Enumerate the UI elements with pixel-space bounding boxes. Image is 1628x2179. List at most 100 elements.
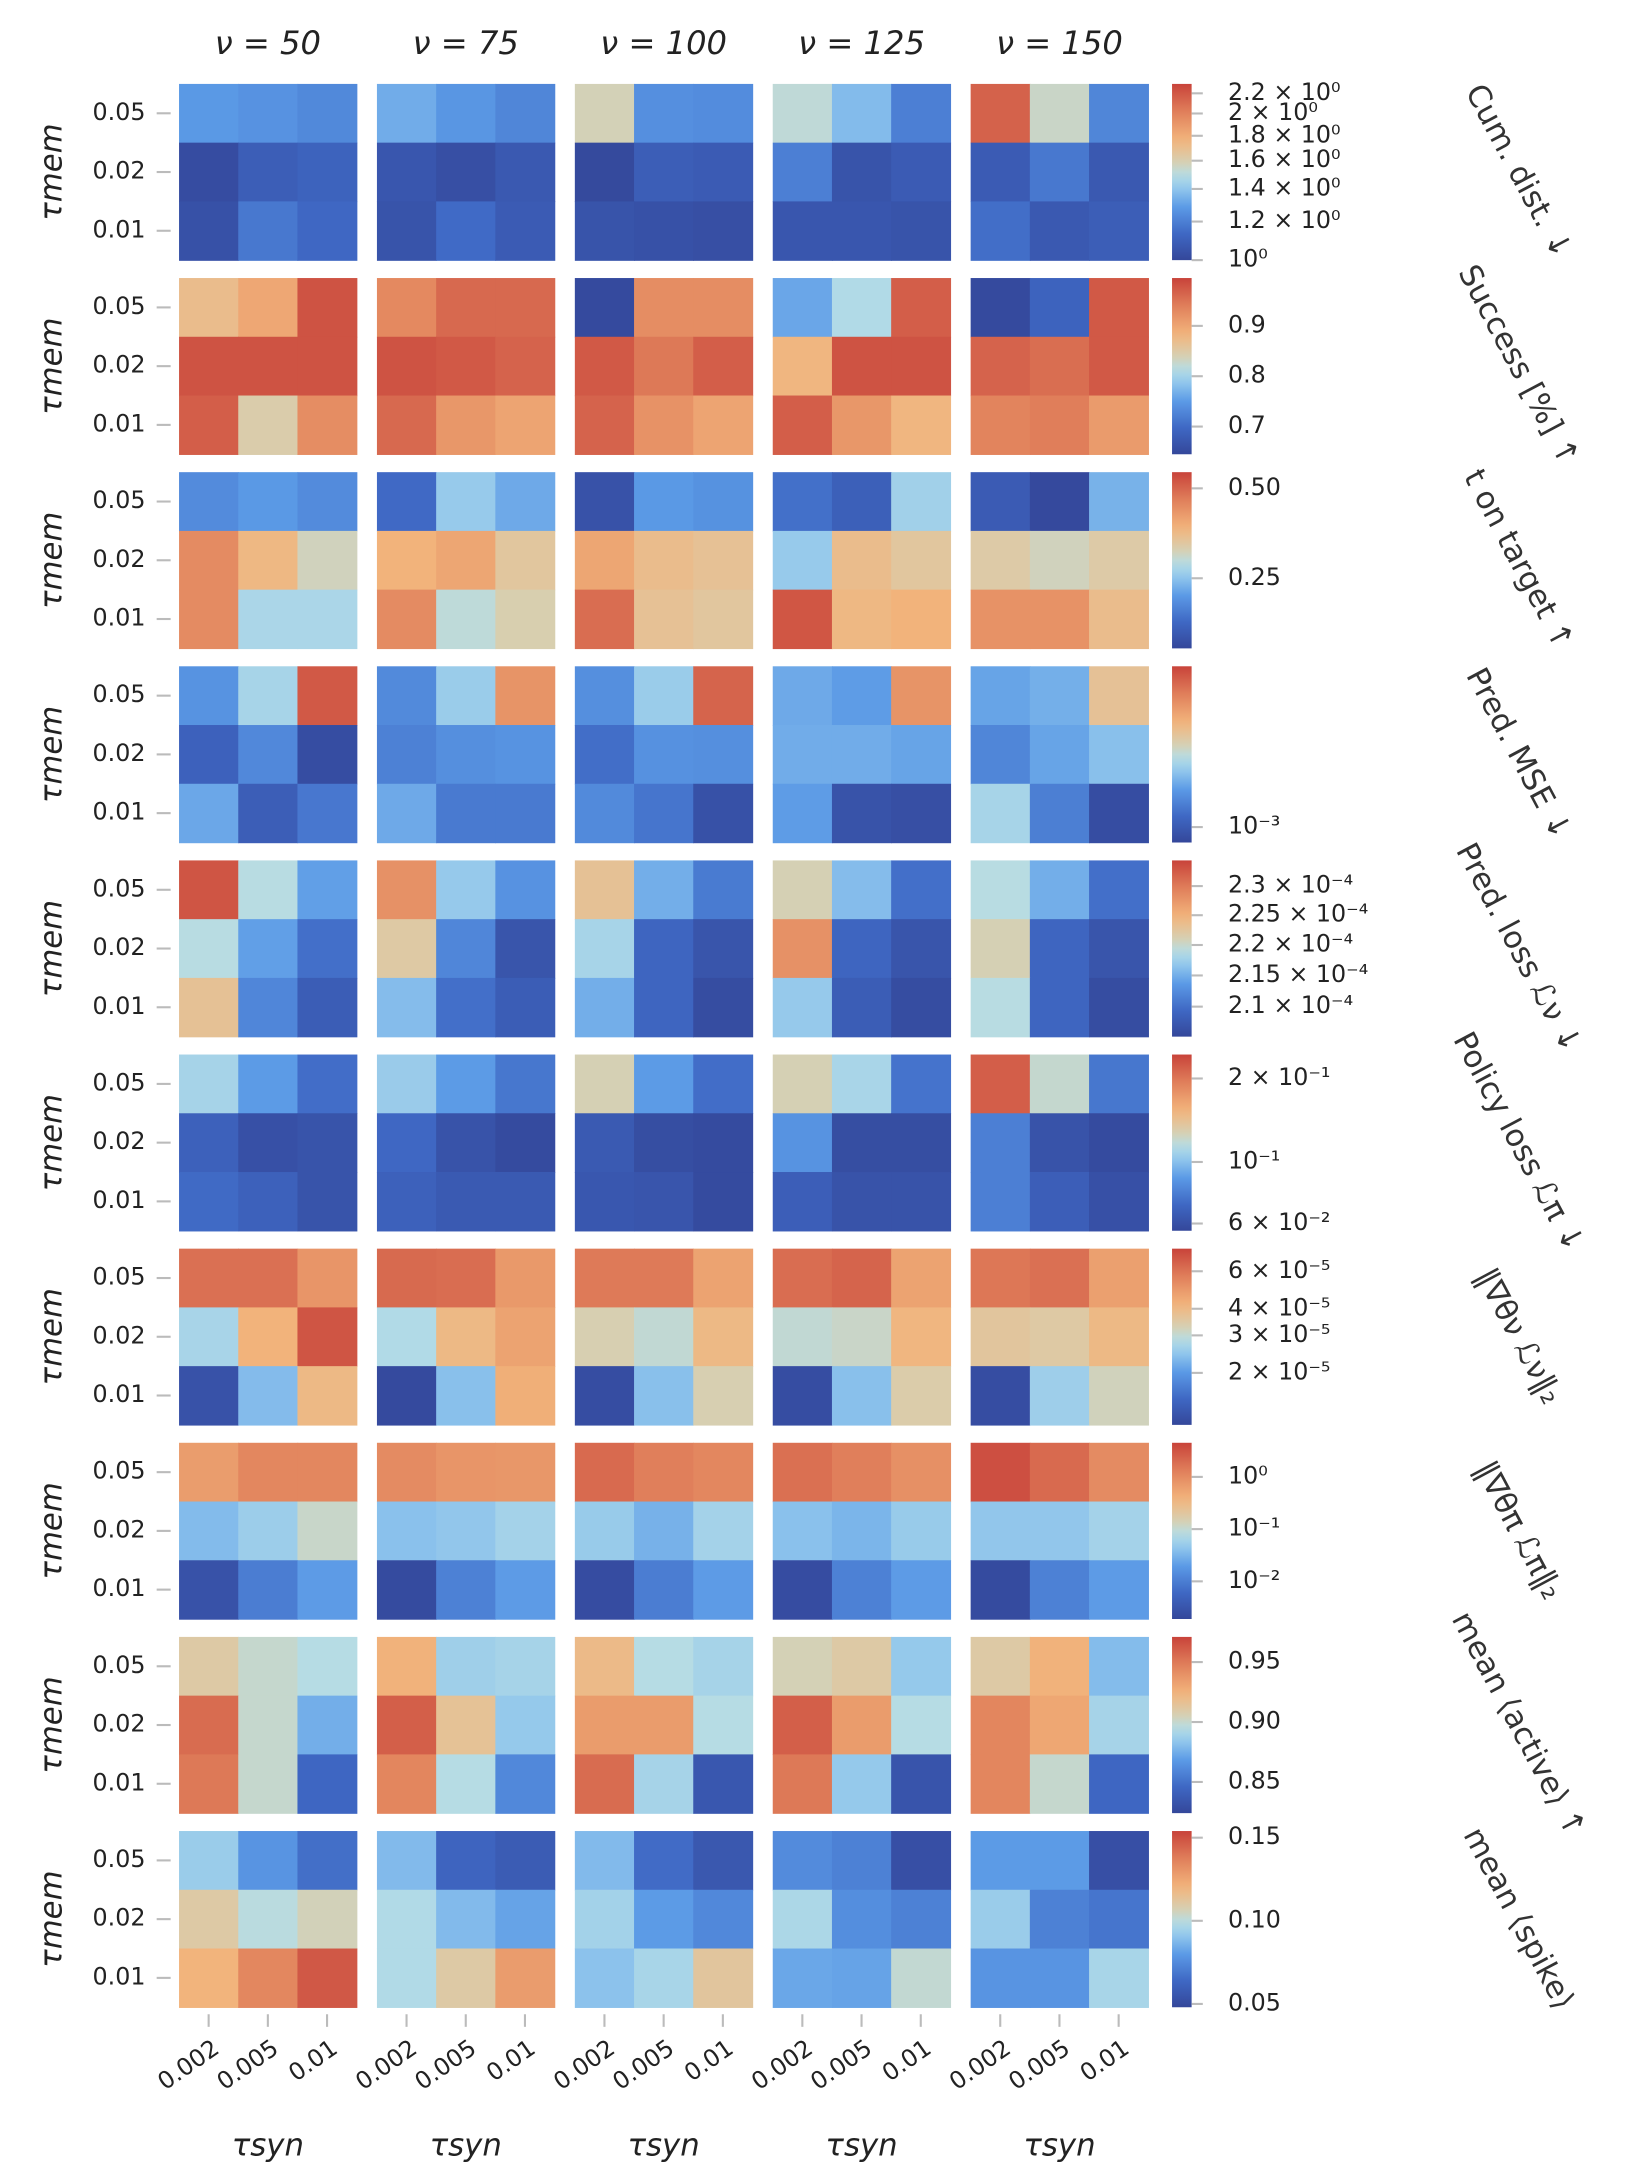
colorbar: [1172, 83, 1192, 261]
heatmap-cell: [693, 1560, 754, 1620]
y-tick-label: 0.05: [93, 1263, 146, 1291]
colorbar: [1172, 1636, 1192, 1814]
heatmap-cell: [634, 201, 694, 261]
heatmap-cell: [831, 395, 892, 455]
y-tick-label: 0.01: [93, 1380, 146, 1408]
heatmap-cell: [970, 860, 1031, 920]
colorbar-tick-label: 2.1 × 10⁻⁴: [1228, 991, 1353, 1019]
heatmap-cell: [179, 977, 239, 1038]
heatmap-cell: [772, 1695, 833, 1756]
heatmap-cell: [1089, 336, 1149, 397]
y-tick-label: 0.05: [93, 1845, 146, 1873]
heatmap-cell: [574, 201, 635, 261]
heatmap-cell: [238, 530, 299, 591]
heatmap-cell: [1029, 1501, 1090, 1561]
heatmap-cell: [238, 725, 299, 785]
heatmap-cell: [693, 83, 754, 144]
heatmap-cell: [634, 395, 694, 455]
heatmap-cell: [772, 1754, 833, 1814]
heatmap-cell: [436, 83, 497, 144]
heatmap-cell: [574, 472, 635, 532]
y-tick-label: 0.05: [93, 1068, 146, 1096]
heatmap-cell: [693, 1889, 754, 1950]
x-tick-label: 0.002: [548, 2034, 620, 2096]
column-title: ν = 50: [215, 24, 321, 62]
colorbar: [1172, 1442, 1192, 1620]
heatmap-cell: [376, 336, 437, 397]
heatmap-cell: [1029, 1366, 1090, 1426]
heatmap-cell: [831, 1636, 892, 1697]
heatmap-cell: [376, 395, 437, 455]
heatmap-cell: [297, 1889, 358, 1950]
heatmap-cell: [1029, 1889, 1090, 1950]
heatmap-cell: [297, 278, 358, 338]
colorbar-tick-label: 0.25: [1228, 563, 1281, 591]
heatmap-cell: [376, 1054, 437, 1114]
heatmap-cell: [970, 919, 1031, 979]
heatmap-cell: [179, 1695, 239, 1756]
heatmap-cell: [891, 725, 952, 785]
heatmap-cell: [376, 1560, 437, 1620]
heatmap-cell: [376, 1948, 437, 2008]
heatmap-cell: [1089, 1307, 1149, 1367]
heatmap-cell: [693, 278, 754, 338]
y-axis-label: τmem: [34, 512, 70, 609]
heatmap-cell: [693, 666, 754, 726]
heatmap-cell: [634, 1366, 694, 1426]
heatmap-cell: [1029, 783, 1090, 844]
colorbar-tick-label: 0.85: [1228, 1766, 1281, 1794]
heatmap-cell: [1089, 1054, 1149, 1114]
heatmap-cell: [238, 977, 299, 1038]
heatmap-cell: [693, 589, 754, 650]
heatmap-cell: [297, 860, 358, 920]
heatmap-cell: [1089, 1560, 1149, 1620]
x-tick-label: 0.005: [607, 2034, 679, 2096]
heatmap-cell: [831, 83, 892, 144]
heatmap-cell: [1089, 919, 1149, 979]
heatmap-cell: [970, 530, 1031, 591]
heatmap-cell: [436, 1831, 497, 1891]
heatmap-cell: [179, 666, 239, 726]
colorbar-tick-label: 0.15: [1228, 1822, 1281, 1850]
heatmap-cell: [831, 666, 892, 726]
heatmap-cell: [831, 1889, 892, 1950]
heatmap-cell: [634, 1501, 694, 1561]
heatmap-cell: [436, 1889, 497, 1950]
row-title: Pred. MSE ↓: [1459, 662, 1580, 846]
heatmap-cell: [772, 860, 833, 920]
heatmap-cell: [1089, 725, 1149, 785]
heatmap-cell: [495, 1248, 556, 1309]
heatmap-cell: [772, 589, 833, 650]
heatmap-cell: [1029, 336, 1090, 397]
heatmap-cell: [495, 1948, 556, 2008]
heatmap-cell: [970, 83, 1031, 144]
heatmap-cell: [891, 919, 952, 979]
column-title: ν = 150: [996, 24, 1123, 62]
heatmap-cell: [970, 1695, 1031, 1756]
heatmap-cell: [1089, 278, 1149, 338]
heatmap-cell: [179, 530, 239, 591]
heatmap-cell: [238, 395, 299, 455]
heatmap-cell: [891, 666, 952, 726]
heatmap-cell: [297, 1501, 358, 1561]
y-tick-label: 0.05: [93, 292, 146, 320]
heatmap-cell: [891, 1948, 952, 2008]
heatmap-cell: [436, 1054, 497, 1114]
heatmap-cell: [297, 336, 358, 397]
y-axis-label: τmem: [34, 1288, 70, 1385]
colorbar-tick-label: 10⁻¹: [1228, 1146, 1280, 1174]
y-tick-label: 0.02: [93, 933, 146, 961]
heatmap-cell: [179, 83, 239, 144]
heatmap-cell: [574, 1889, 635, 1950]
heatmap-cell: [376, 278, 437, 338]
x-axis-label: τsyn: [825, 2128, 897, 2164]
heatmap-cell: [495, 1560, 556, 1620]
heatmap-cell: [436, 783, 497, 844]
heatmap-cell: [436, 860, 497, 920]
heatmap-cell: [297, 1113, 358, 1173]
x-axis-label: τsyn: [430, 2128, 502, 2164]
row-title: mean ⟨active⟩ ↑: [1444, 1606, 1593, 1844]
colorbar-tick-label: 0.7: [1228, 411, 1266, 439]
row-title: Success [%] ↑: [1451, 259, 1587, 472]
heatmap-cell: [179, 336, 239, 397]
